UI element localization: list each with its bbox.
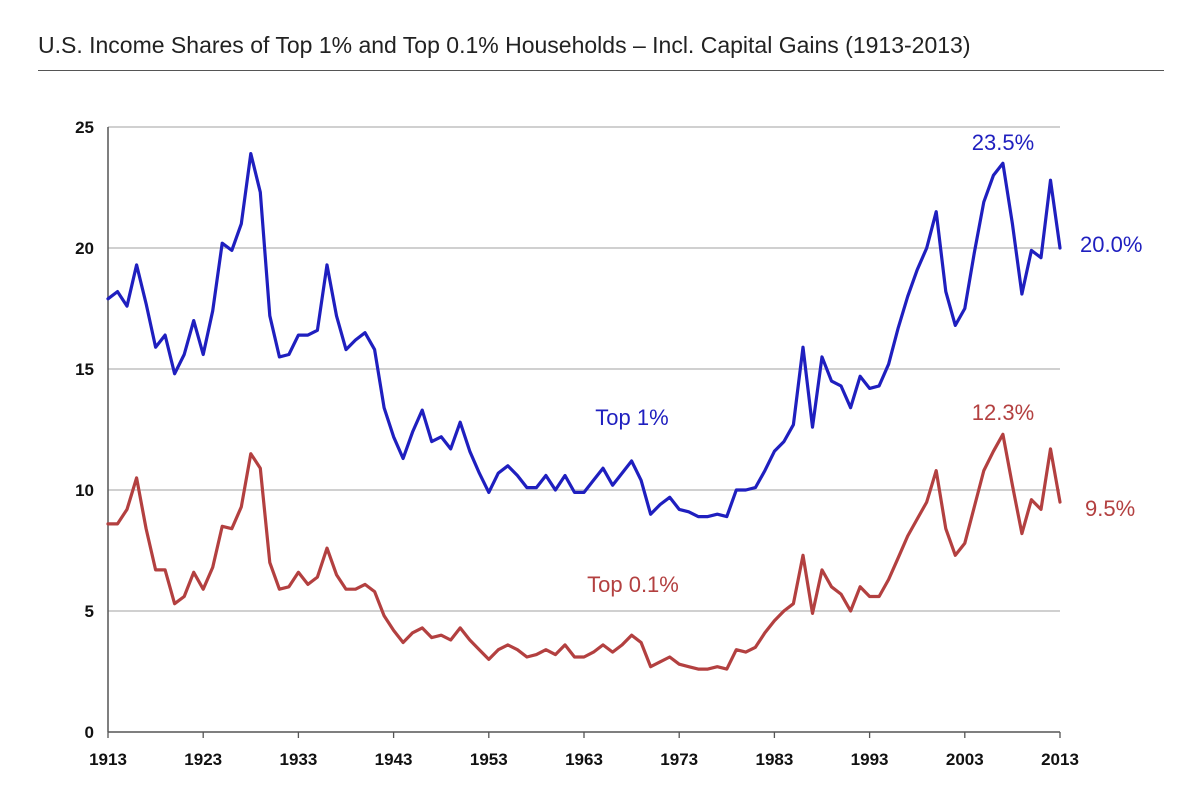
x-tick-label-2003: 2003 xyxy=(946,750,984,769)
y-tick-label-10: 10 xyxy=(75,481,94,500)
axes xyxy=(107,127,1061,738)
x-tick-label-1963: 1963 xyxy=(565,750,603,769)
x-tick-label-1953: 1953 xyxy=(470,750,508,769)
series-lines xyxy=(106,152,1062,671)
x-tick-label-1983: 1983 xyxy=(755,750,793,769)
annotation-top-0-1: Top 0.1% xyxy=(587,572,679,597)
gridlines xyxy=(108,126,1060,612)
x-tick-label-1933: 1933 xyxy=(279,750,317,769)
annotations: 23.5% 20.0% Top 1% 12.3% 9.5% Top 0.1% xyxy=(587,130,1142,597)
y-tick-labels: 0 5 10 15 20 25 xyxy=(75,118,94,742)
series-line-top-0-1 xyxy=(106,432,1062,671)
y-tick-label-25: 25 xyxy=(75,118,94,137)
y-tick-label-5: 5 xyxy=(85,602,94,621)
annotation-23-5: 23.5% xyxy=(972,130,1034,155)
chart-title: U.S. Income Shares of Top 1% and Top 0.1… xyxy=(38,32,971,58)
annotation-top-1: Top 1% xyxy=(595,405,668,430)
annotation-20-0: 20.0% xyxy=(1080,232,1142,257)
x-tick-label-1943: 1943 xyxy=(375,750,413,769)
title-divider xyxy=(38,70,1164,71)
y-tick-label-20: 20 xyxy=(75,239,94,258)
x-tick-label-1993: 1993 xyxy=(851,750,889,769)
x-tick-label-1923: 1923 xyxy=(184,750,222,769)
annotation-12-3: 12.3% xyxy=(972,400,1034,425)
annotation-9-5: 9.5% xyxy=(1085,496,1135,521)
x-tick-labels: 1913 1923 1933 1943 1953 1963 1973 1983 1993 2003… xyxy=(89,750,1079,769)
x-tick-label-1973: 1973 xyxy=(660,750,698,769)
x-tick-label-2013: 2013 xyxy=(1041,750,1079,769)
y-tick-label-0: 0 xyxy=(85,723,94,742)
y-tick-label-15: 15 xyxy=(75,360,94,379)
series-line-top-1 xyxy=(106,152,1062,519)
x-tick-label-1913: 1913 xyxy=(89,750,127,769)
